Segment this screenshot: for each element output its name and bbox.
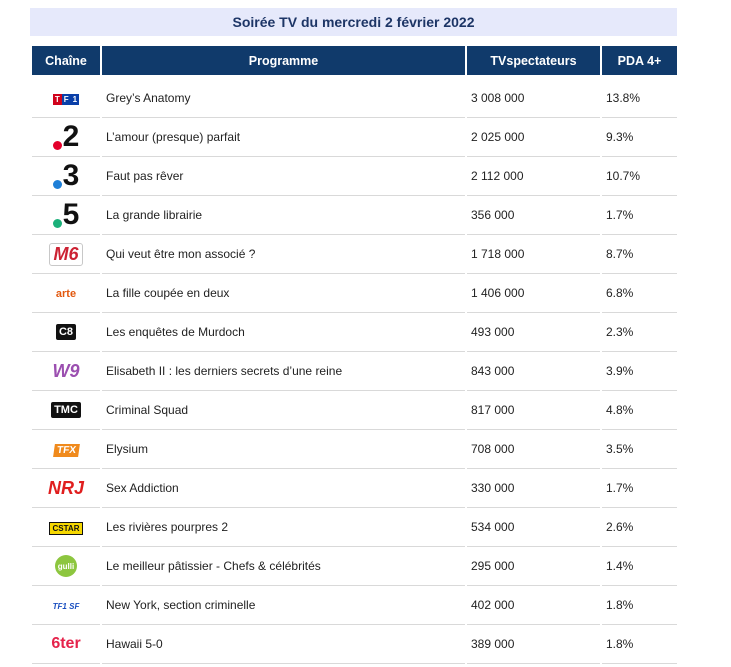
channel-logo: gulli [55,555,77,577]
column-header-pda: PDA 4+ [602,46,677,79]
channel-logo: NRJ [47,477,84,498]
table-row: CSTAR Les rivières pourpres 2 534 000 2.6% [32,508,677,547]
channel-logo-cell: TFX [32,430,100,469]
channel-logo-cell: NRJ [32,469,100,508]
viewers-cell: 843 000 [467,352,600,391]
programme-cell: Hawaii 5-0 [102,625,465,664]
table-row: W9 Elisabeth II : les derniers secrets d’… [32,352,677,391]
pda-cell: 1.7% [602,196,677,235]
viewers-cell: 817 000 [467,391,600,430]
viewers-cell: 2 025 000 [467,118,600,157]
pda-cell: 2.6% [602,508,677,547]
programme-cell: La grande librairie [102,196,465,235]
viewers-cell: 708 000 [467,430,600,469]
column-header-chaine: Chaîne [32,46,100,79]
table-row: NRJ Sex Addiction 330 000 1.7% [32,469,677,508]
pda-cell: 1.8% [602,625,677,664]
channel-logo-cell: TF1 SF [32,586,100,625]
table-row: 3 Faut pas rêver 2 112 000 10.7% [32,157,677,196]
programme-cell: Les rivières pourpres 2 [102,508,465,547]
table-row: TF1 SF New York, section criminelle 402 00… [32,586,677,625]
viewers-cell: 402 000 [467,586,600,625]
table-row: M6 Qui veut être mon associé ? 1 718 000 8.… [32,235,677,274]
channel-logo: 3 [52,161,79,191]
channel-logo: TF1 SF [52,602,80,611]
table-row: arte La fille coupée en deux 1 406 000 6.8% [32,274,677,313]
channel-logo: M6 [49,242,83,266]
viewers-cell: 356 000 [467,196,600,235]
channel-logo-cell: 5 [32,196,100,235]
channel-logo-cell: gulli [32,547,100,586]
pda-cell: 1.7% [602,469,677,508]
table-header-row: Chaîne Programme TVspectateurs PDA 4+ [32,46,677,79]
viewers-cell: 493 000 [467,313,600,352]
pda-cell: 13.8% [602,79,677,118]
channel-logo: 6ter [51,635,81,652]
programme-cell: Grey’s Anatomy [102,79,465,118]
table-row: 2 L’amour (presque) parfait 2 025 000 9.3% [32,118,677,157]
programme-cell: Les enquêtes de Murdoch [102,313,465,352]
pda-cell: 3.9% [602,352,677,391]
pda-cell: 9.3% [602,118,677,157]
viewers-cell: 2 112 000 [467,157,600,196]
viewers-cell: 1 718 000 [467,235,600,274]
pda-cell: 4.8% [602,391,677,430]
table-row: T F 1 Grey’s Anatomy 3 008 000 13.8% [32,79,677,118]
channel-logo-cell: arte [32,274,100,313]
channel-logo-cell: TMC [32,391,100,430]
programme-cell: La fille coupée en deux [102,274,465,313]
channel-logo: 2 [52,122,79,152]
programme-cell: Criminal Squad [102,391,465,430]
table-row: gulli Le meilleur pâtissier - Chefs & cél… [32,547,677,586]
pda-cell: 1.4% [602,547,677,586]
pda-cell: 10.7% [602,157,677,196]
pda-cell: 3.5% [602,430,677,469]
channel-logo-cell: 3 [32,157,100,196]
viewers-cell: 1 406 000 [467,274,600,313]
programme-cell: Elysium [102,430,465,469]
table-row: TFX Elysium 708 000 3.5% [32,430,677,469]
viewers-cell: 295 000 [467,547,600,586]
channel-logo: 5 [52,200,79,230]
pda-cell: 1.8% [602,586,677,625]
pda-cell: 8.7% [602,235,677,274]
channel-logo-cell: 2 [32,118,100,157]
programme-cell: Le meilleur pâtissier - Chefs & célébrit… [102,547,465,586]
channel-logo-cell: CSTAR [32,508,100,547]
table-row: C8 Les enquêtes de Murdoch 493 000 2.3% [32,313,677,352]
programme-cell: New York, section criminelle [102,586,465,625]
programme-cell: Elisabeth II : les derniers secrets d’un… [102,352,465,391]
table-row: 6ter Hawaii 5-0 389 000 1.8% [32,625,677,664]
programme-cell: Faut pas rêver [102,157,465,196]
channel-logo-cell: C8 [32,313,100,352]
pda-cell: 2.3% [602,313,677,352]
viewers-cell: 330 000 [467,469,600,508]
viewers-cell: 534 000 [467,508,600,547]
channel-logo: TFX [52,443,80,457]
channel-logo: arte [55,288,77,300]
column-header-programme: Programme [102,46,465,79]
channel-logo: W9 [52,360,80,381]
channel-logo: C8 [55,324,77,340]
channel-logo-cell: M6 [32,235,100,274]
channel-logo: CSTAR [48,521,84,535]
column-header-tvspectateurs: TVspectateurs [467,46,600,79]
programme-cell: L’amour (presque) parfait [102,118,465,157]
page-title: Soirée TV du mercredi 2 février 2022 [30,8,677,36]
pda-cell: 6.8% [602,274,677,313]
viewers-cell: 3 008 000 [467,79,600,118]
programme-cell: Sex Addiction [102,469,465,508]
table-row: 5 La grande librairie 356 000 1.7% [32,196,677,235]
programme-cell: Qui veut être mon associé ? [102,235,465,274]
channel-logo: TMC [51,402,81,418]
viewers-cell: 389 000 [467,625,600,664]
channel-logo-cell: W9 [32,352,100,391]
table-row: TMC Criminal Squad 817 000 4.8% [32,391,677,430]
channel-logo-cell: 6ter [32,625,100,664]
